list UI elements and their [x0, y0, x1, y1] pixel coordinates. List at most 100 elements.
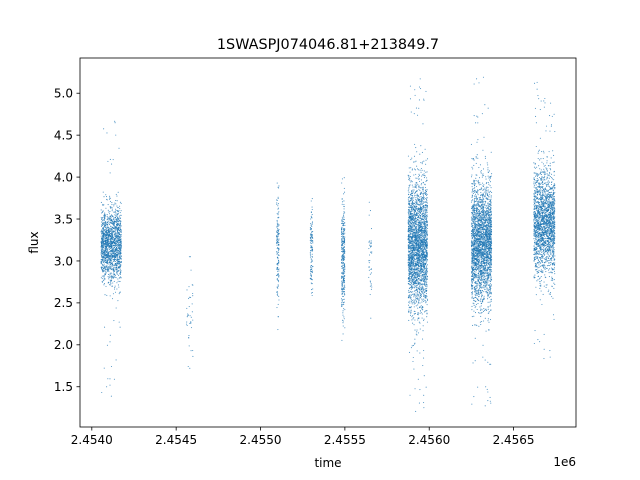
- data-point: [120, 270, 122, 272]
- data-point: [421, 236, 423, 238]
- data-point: [119, 226, 121, 228]
- data-point: [416, 168, 419, 170]
- data-point: [120, 256, 122, 258]
- data-point: [344, 266, 346, 268]
- data-point: [426, 281, 428, 283]
- data-point: [278, 224, 280, 226]
- data-point: [415, 257, 417, 259]
- data-point: [189, 315, 191, 317]
- data-point: [420, 201, 423, 203]
- data-point: [416, 253, 418, 255]
- data-point: [416, 301, 418, 303]
- data-point: [111, 279, 113, 281]
- data-point: [192, 350, 194, 352]
- data-point: [118, 244, 121, 246]
- data-point: [426, 211, 428, 213]
- data-point: [419, 87, 422, 90]
- data-point: [415, 177, 417, 179]
- data-point: [119, 205, 121, 207]
- data-point: [412, 277, 414, 279]
- data-point: [112, 222, 114, 224]
- data-point: [419, 211, 421, 213]
- data-point: [109, 274, 111, 276]
- data-point: [423, 294, 425, 296]
- data-point: [415, 242, 417, 244]
- data-point: [418, 204, 420, 206]
- data-point: [110, 280, 112, 282]
- data-point: [342, 320, 344, 322]
- data-point: [425, 198, 428, 201]
- data-point: [120, 229, 122, 231]
- data-point: [423, 226, 425, 228]
- data-point: [416, 211, 418, 213]
- data-point: [416, 350, 418, 352]
- data-point: [104, 265, 106, 268]
- data-point: [423, 247, 425, 249]
- data-point: [415, 219, 417, 221]
- data-point: [276, 294, 279, 296]
- data-point: [419, 265, 421, 267]
- data-point: [419, 199, 421, 201]
- data-point: [426, 205, 428, 207]
- data-point: [107, 267, 109, 269]
- data-point: [102, 239, 104, 241]
- data-point: [408, 219, 410, 221]
- data-point: [116, 213, 118, 215]
- data-point: [410, 280, 412, 282]
- data-point: [117, 278, 119, 280]
- data-point: [416, 245, 418, 247]
- data-point: [415, 190, 418, 192]
- data-point: [412, 231, 414, 233]
- data-point: [276, 239, 278, 241]
- data-point: [108, 224, 110, 226]
- data-point: [117, 251, 119, 253]
- data-point: [342, 333, 344, 335]
- data-point: [426, 310, 428, 312]
- data-point: [100, 259, 103, 261]
- data-point: [426, 222, 428, 224]
- data-point: [410, 269, 412, 271]
- data-point: [413, 368, 415, 370]
- data-point: [425, 190, 427, 193]
- data-point: [408, 268, 410, 270]
- data-point: [417, 274, 419, 276]
- data-point: [120, 266, 122, 268]
- data-point: [112, 265, 114, 267]
- data-point: [112, 255, 114, 257]
- data-point: [341, 284, 343, 286]
- data-point: [276, 222, 278, 224]
- data-point: [111, 239, 113, 241]
- data-point: [117, 231, 119, 233]
- data-point: [276, 199, 278, 201]
- data-point: [113, 288, 116, 290]
- data-point: [410, 223, 412, 225]
- data-point: [118, 236, 120, 238]
- data-point: [425, 193, 427, 195]
- data-point: [118, 258, 120, 261]
- data-point: [410, 215, 412, 217]
- data-point: [108, 252, 110, 255]
- data-point: [310, 254, 312, 256]
- data-point: [310, 240, 312, 243]
- data-point: [426, 288, 428, 290]
- data-point: [417, 276, 419, 278]
- data-point: [111, 242, 113, 244]
- data-point: [341, 216, 343, 218]
- data-point: [418, 252, 420, 254]
- data-point: [110, 258, 112, 260]
- data-point: [107, 282, 109, 284]
- data-point: [114, 202, 116, 204]
- data-point: [114, 217, 116, 219]
- data-point: [426, 266, 428, 268]
- data-point: [411, 224, 413, 226]
- data-point: [110, 244, 112, 246]
- data-point: [114, 228, 116, 230]
- data-point: [341, 265, 343, 267]
- data-point: [420, 263, 422, 265]
- data-point: [416, 226, 418, 228]
- data-point: [108, 270, 110, 273]
- data-point: [101, 224, 103, 226]
- data-point: [109, 237, 111, 239]
- data-point: [408, 272, 410, 275]
- data-point: [423, 177, 425, 179]
